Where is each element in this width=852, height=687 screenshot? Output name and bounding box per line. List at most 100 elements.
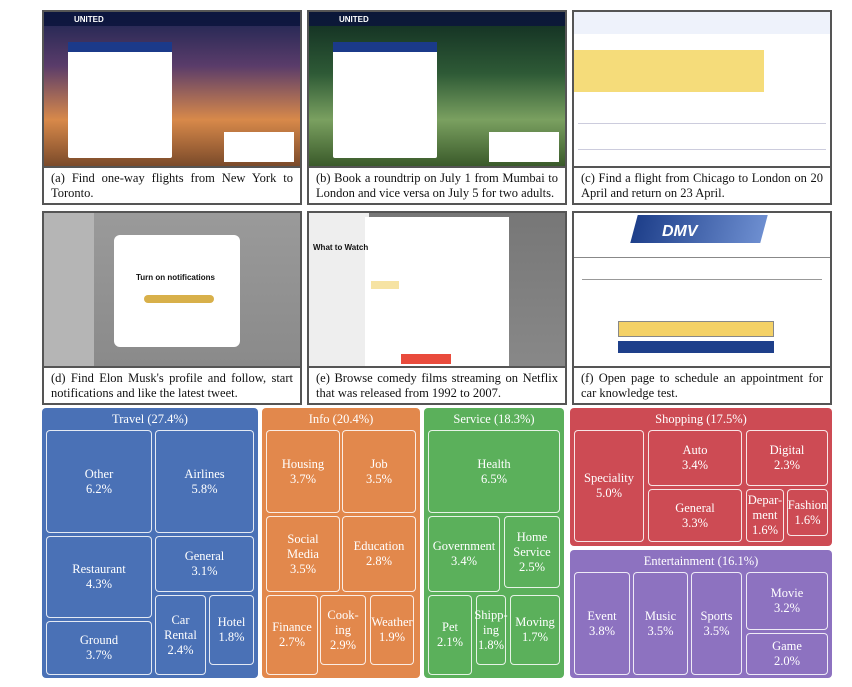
cell-name: Game [772,639,802,653]
cell-value: 3.7% [289,471,317,486]
cell-name: Depar- [747,493,783,507]
cell-name: Media [287,546,319,561]
cell-value: 6.5% [480,471,508,486]
treemap-cell: Home Service 2.5% [504,516,560,588]
cell-value: 2.5% [518,559,546,574]
treemap-group: Travel (27.4%) Other 6.2% Airlines 5.8% Resta… [42,408,258,678]
treemap-cell: Other 6.2% [46,430,152,533]
cell-value: 2.7% [278,635,306,649]
treemap-cell: Speciality 5.0% [574,430,644,542]
cell-name: Movie [770,586,804,600]
cell-name: Restaurant [72,562,126,576]
treemap-cell: Pet 2.1% [428,595,472,675]
screen-title: What to Watch [313,243,369,252]
treemap-cell: Digital 2.3% [746,430,828,486]
cell-name: Service [513,544,551,559]
booking-form [68,42,172,158]
cell-value: 1.8% [477,637,505,652]
flight-row [578,104,826,124]
screenshot: DMV [572,211,832,368]
cell-name: Rental [164,627,197,642]
treemap-cell: Fashion 1.6% [787,489,828,536]
treemap-group: Shopping (17.5%) Speciality 5.0% Auto 3.4% Ge… [570,408,832,546]
page [309,213,369,366]
cell-name: Speciality [584,471,634,485]
cell-value: 6.2% [85,481,113,496]
cell-name: Event [587,608,617,623]
cell-name: Home [516,529,548,544]
cell-name: Housing [281,456,325,471]
cell-name: Other [84,466,114,481]
cell-name: ing [483,622,499,637]
cell-value: 3.1% [191,564,218,578]
cell-name: Cook- [327,607,359,622]
option-highlight [618,321,774,337]
caption: (e) Browse comedy films streaming on Net… [307,368,567,405]
treemap-cell: Moving 1.7% [510,595,560,665]
cell-value: 3.7% [85,648,113,662]
treemap-cell: Hotel 1.8% [209,595,254,665]
cell-name: Shipp- [474,607,508,622]
flight-row [578,130,826,150]
highlight-row [574,50,764,92]
cell-name: Airlines [184,466,225,481]
cell-value: 2.4% [167,642,194,657]
screenshot [572,10,832,168]
cell-name: Ground [79,633,119,647]
treemap-cell: Weather 1.9% [370,595,414,665]
cell-name: Car [171,612,190,627]
treemap-cell: Auto 3.4% [648,430,742,486]
header-row [574,12,830,34]
cell-value: 2.0% [773,654,801,668]
cell-name: Job [370,456,388,471]
steps-line [582,279,822,280]
treemap-cell: Cook-ing 2.9% [320,595,366,665]
treemap-cell: Movie 3.2% [746,572,828,630]
caption: (d) Find Elon Musk's profile and follow,… [42,368,302,405]
cell-value: 3.5% [647,623,674,638]
group-label: Travel (27.4%) [112,412,188,426]
cell-value: 3.4% [450,554,478,568]
cell-value: 1.6% [751,523,779,537]
screenshot: Turn on notifications [42,211,302,368]
cell-name: Social [287,531,319,546]
treemap-cell: Government 3.4% [428,516,500,592]
treemap-cell: Game 2.0% [746,633,828,675]
cell-value: 3.4% [681,458,709,472]
cell-name: Education [353,539,405,553]
treemap-cell: Education 2.8% [342,516,416,592]
cell-value: 3.5% [365,471,393,486]
group-label: Entertainment (16.1%) [643,554,759,568]
treemap-cell: Ground 3.7% [46,621,152,675]
follow-button [144,295,214,303]
treemap-cell: Car Rental 2.4% [155,595,206,675]
cell-value: 5.8% [191,481,218,496]
cell-name: Sports [700,608,733,623]
top-bar [309,12,565,26]
cell-name: Weather [371,615,413,629]
treemap-cell: General 3.3% [648,489,742,542]
promo-card [489,132,559,162]
cell-name: Digital [769,443,805,457]
cell-name: Auto [682,443,708,457]
top-bar [44,12,300,26]
cell-name: Pet [442,620,458,634]
booking-form [333,42,437,158]
cell-name: Finance [272,620,312,634]
cell-name: Hotel [217,615,246,629]
treemap-cell: Finance 2.7% [266,595,318,675]
treemap-cell: Shipp-ing 1.8% [474,595,508,665]
caption: (c) Find a flight from Chicago to London… [572,168,832,205]
cell-value: 4.3% [85,577,113,591]
cell-value: 2.8% [365,554,393,568]
screenshot: What to Watch [307,211,567,368]
caption: (f) Open page to schedule an appointment… [572,368,832,405]
cell-value: 2.9% [329,637,357,652]
treemap-group: Entertainment (16.1%) Event 3.8% Music 3.5% S… [570,550,832,678]
treemap-group: Info (20.4%) Housing 3.7% Job 3.5% Social Medi… [262,408,420,678]
cell-value: 3.5% [703,623,730,638]
treemap-cell: Music 3.5% [633,572,688,675]
cell-value: 3.2% [773,601,801,615]
cell-name: Music [644,608,677,623]
